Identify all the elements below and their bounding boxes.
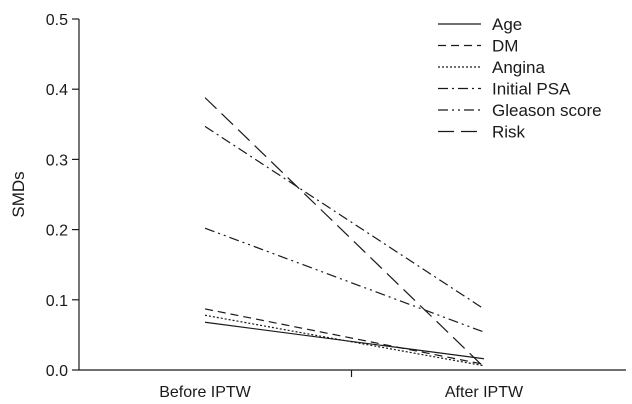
- x-tick-label: After IPTW: [445, 384, 524, 401]
- legend-label: Age: [492, 15, 522, 34]
- legend: Age DM Angina Initial PSA Gleason score Risk: [438, 15, 602, 142]
- legend-label: Initial PSA: [492, 80, 571, 99]
- y-tick-label: 0.1: [46, 293, 68, 310]
- y-ticks: 0.0 0.1 0.2 0.3 0.4 0.5: [46, 12, 79, 380]
- x-tick-label: Before IPTW: [159, 384, 251, 401]
- series-lines: [204, 97, 485, 368]
- legend-label: DM: [492, 37, 518, 56]
- legend-label: Gleason score: [492, 101, 602, 120]
- y-tick-label: 0.5: [46, 12, 68, 29]
- legend-label: Angina: [492, 58, 545, 77]
- series-line-dm: [204, 308, 485, 365]
- series-line-initial-psa: [204, 125, 485, 310]
- series-line-risk: [204, 97, 485, 368]
- y-axis-label: SMDs: [9, 171, 28, 217]
- y-tick-label: 0.4: [46, 82, 68, 99]
- y-tick-label: 0.3: [46, 152, 68, 169]
- legend-label: Risk: [492, 123, 526, 142]
- series-line-angina: [204, 314, 485, 367]
- x-ticks: Before IPTW After IPTW: [159, 370, 524, 401]
- axes: [78, 19, 626, 371]
- y-tick-label: 0.0: [46, 363, 68, 380]
- y-tick-label: 0.2: [46, 223, 68, 240]
- series-line-gleason-score: [204, 227, 485, 333]
